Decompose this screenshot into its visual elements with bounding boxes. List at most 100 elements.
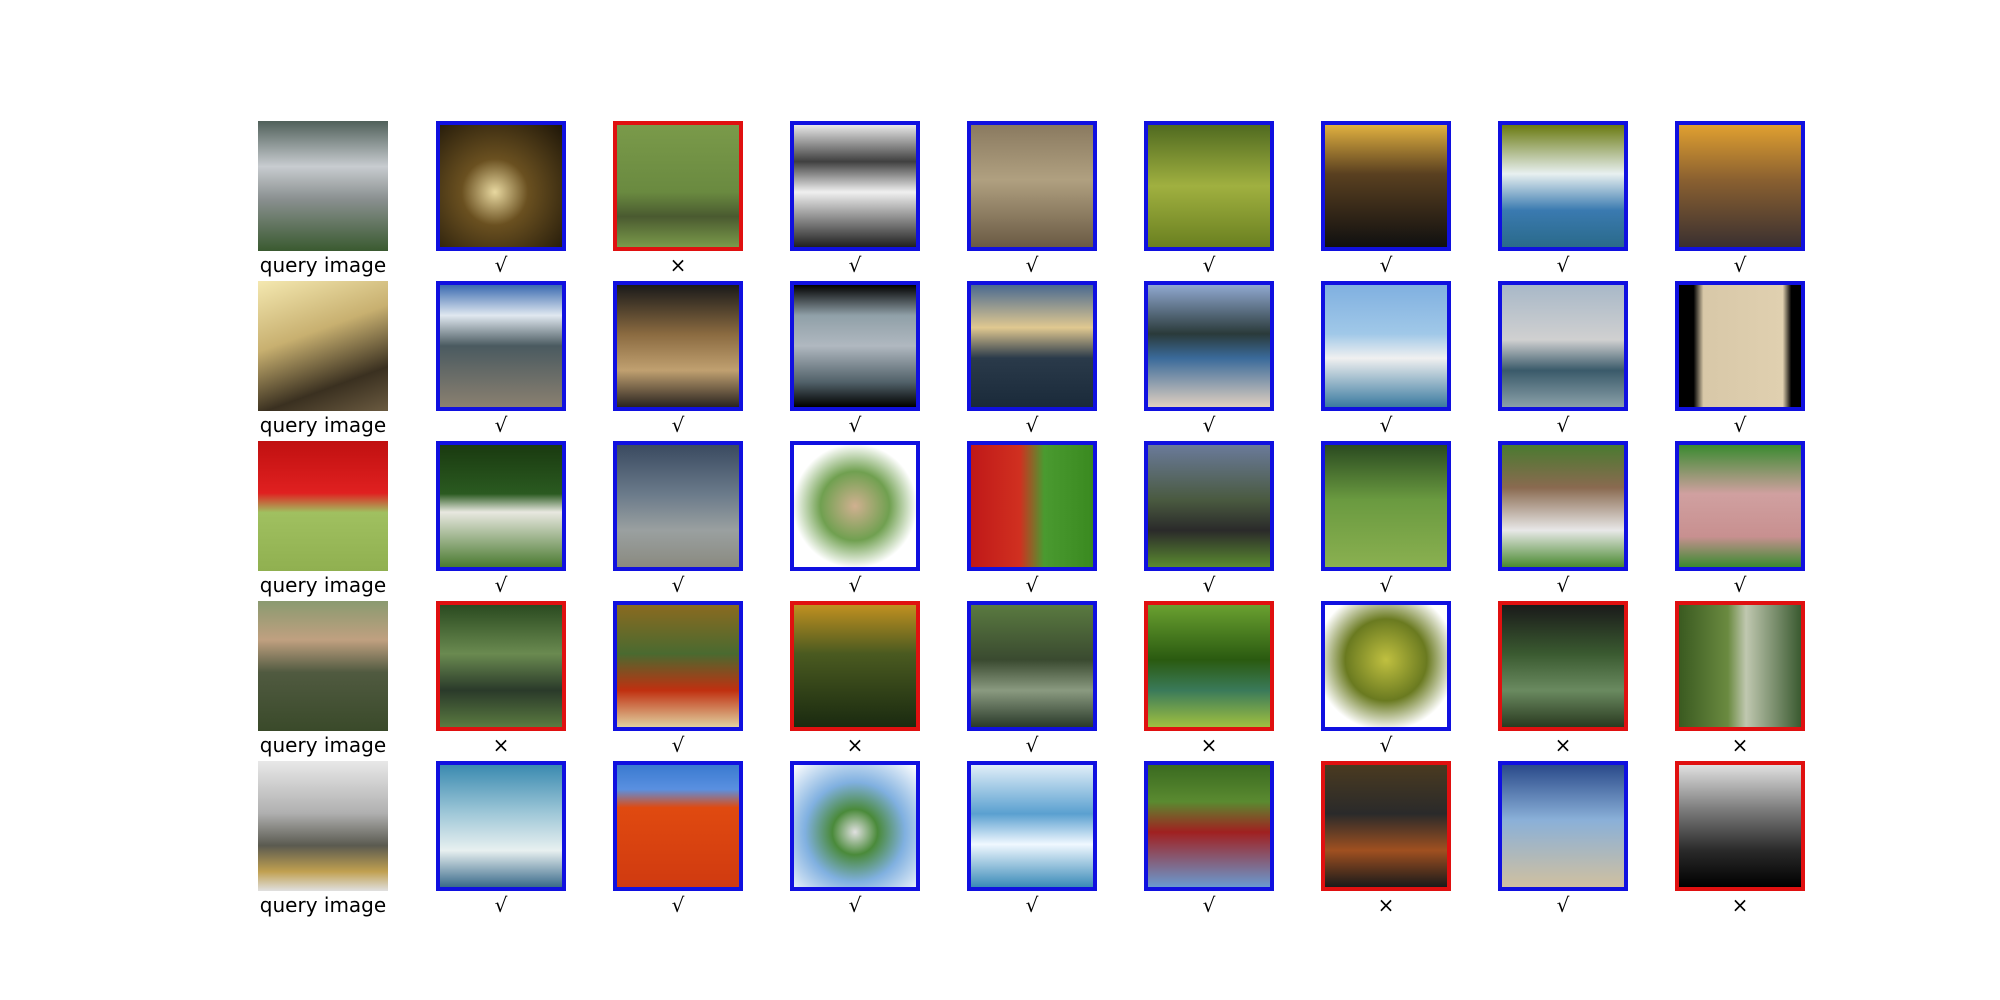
retrieved-photo <box>1679 285 1801 407</box>
correct-mark: √ <box>1556 893 1570 917</box>
correct-mark: √ <box>1733 413 1747 437</box>
correct-mark: √ <box>1379 253 1393 277</box>
wrong-mark: × <box>492 733 510 757</box>
correct-mark: √ <box>671 733 685 757</box>
wrong-mark: × <box>1554 733 1572 757</box>
query-photo <box>258 121 388 251</box>
retrieved-photo <box>1148 125 1270 247</box>
correct-mark: √ <box>1202 253 1216 277</box>
retrieved-photo <box>1148 445 1270 567</box>
retrieved-image <box>1675 121 1805 251</box>
retrieved-photo <box>1325 285 1447 407</box>
query-image-label: query image <box>259 253 387 277</box>
query-image-label: query image <box>259 733 387 757</box>
retrieved-image <box>1144 761 1274 891</box>
query-photo <box>258 441 388 571</box>
query-image <box>258 601 388 731</box>
retrieved-photo <box>794 765 916 887</box>
retrieved-photo <box>617 765 739 887</box>
retrieved-image <box>790 121 920 251</box>
correct-mark: √ <box>1556 573 1570 597</box>
retrieved-image <box>1144 281 1274 411</box>
retrieved-image <box>967 121 1097 251</box>
correct-mark: √ <box>1025 573 1039 597</box>
correct-mark: √ <box>671 413 685 437</box>
retrieved-photo <box>794 285 916 407</box>
retrieved-photo <box>1148 765 1270 887</box>
retrieved-photo <box>1148 605 1270 727</box>
correct-mark: √ <box>1733 253 1747 277</box>
retrieved-photo <box>1325 445 1447 567</box>
retrieved-photo <box>617 445 739 567</box>
correct-mark: √ <box>1025 893 1039 917</box>
retrieved-image <box>436 121 566 251</box>
correct-mark: √ <box>848 253 862 277</box>
retrieved-image <box>613 601 743 731</box>
retrieved-photo <box>617 285 739 407</box>
retrieved-image <box>1321 121 1451 251</box>
retrieved-photo <box>1502 285 1624 407</box>
retrieved-photo <box>971 605 1093 727</box>
retrieved-photo <box>794 125 916 247</box>
query-photo <box>258 601 388 731</box>
retrieved-image <box>967 281 1097 411</box>
correct-mark: √ <box>671 573 685 597</box>
retrieved-image <box>1498 601 1628 731</box>
correct-mark: √ <box>848 413 862 437</box>
retrieved-image <box>1321 601 1451 731</box>
correct-mark: √ <box>1733 573 1747 597</box>
correct-mark: √ <box>1025 253 1039 277</box>
retrieved-photo <box>1679 445 1801 567</box>
correct-mark: √ <box>494 253 508 277</box>
wrong-mark: × <box>1731 733 1749 757</box>
retrieved-image <box>436 761 566 891</box>
wrong-mark: × <box>1377 893 1395 917</box>
retrieved-photo <box>440 765 562 887</box>
retrieved-photo <box>794 445 916 567</box>
correct-mark: √ <box>671 893 685 917</box>
query-image <box>258 441 388 571</box>
query-image <box>258 761 388 891</box>
retrieved-photo <box>1679 605 1801 727</box>
retrieved-image <box>1675 441 1805 571</box>
retrieved-image <box>967 601 1097 731</box>
retrieved-image <box>1144 601 1274 731</box>
retrieved-photo <box>971 285 1093 407</box>
retrieved-image <box>613 761 743 891</box>
retrieved-image <box>1498 441 1628 571</box>
retrieved-photo <box>1679 125 1801 247</box>
retrieved-photo <box>617 125 739 247</box>
query-image-label: query image <box>259 893 387 917</box>
retrieved-image <box>790 601 920 731</box>
retrieved-photo <box>1502 765 1624 887</box>
retrieved-photo <box>971 445 1093 567</box>
correct-mark: √ <box>1379 733 1393 757</box>
retrieved-image <box>1321 441 1451 571</box>
correct-mark: √ <box>1379 413 1393 437</box>
retrieved-image <box>1498 121 1628 251</box>
correct-mark: √ <box>494 893 508 917</box>
retrieved-image <box>1321 761 1451 891</box>
retrieved-image <box>1144 441 1274 571</box>
retrieved-image <box>613 121 743 251</box>
retrieved-image <box>790 281 920 411</box>
retrieved-image <box>1675 601 1805 731</box>
retrieved-image <box>1321 281 1451 411</box>
correct-mark: √ <box>848 573 862 597</box>
retrieved-photo <box>1325 765 1447 887</box>
query-image <box>258 121 388 251</box>
retrieved-photo <box>794 605 916 727</box>
retrieved-photo <box>1502 125 1624 247</box>
correct-mark: √ <box>1202 573 1216 597</box>
correct-mark: √ <box>1556 253 1570 277</box>
wrong-mark: × <box>1200 733 1218 757</box>
retrieved-photo <box>1502 445 1624 567</box>
retrieved-photo <box>971 765 1093 887</box>
retrieved-image <box>1144 121 1274 251</box>
retrieved-image <box>436 441 566 571</box>
retrieved-photo <box>440 125 562 247</box>
retrieved-image <box>613 441 743 571</box>
retrieved-image <box>436 281 566 411</box>
correct-mark: √ <box>1202 893 1216 917</box>
